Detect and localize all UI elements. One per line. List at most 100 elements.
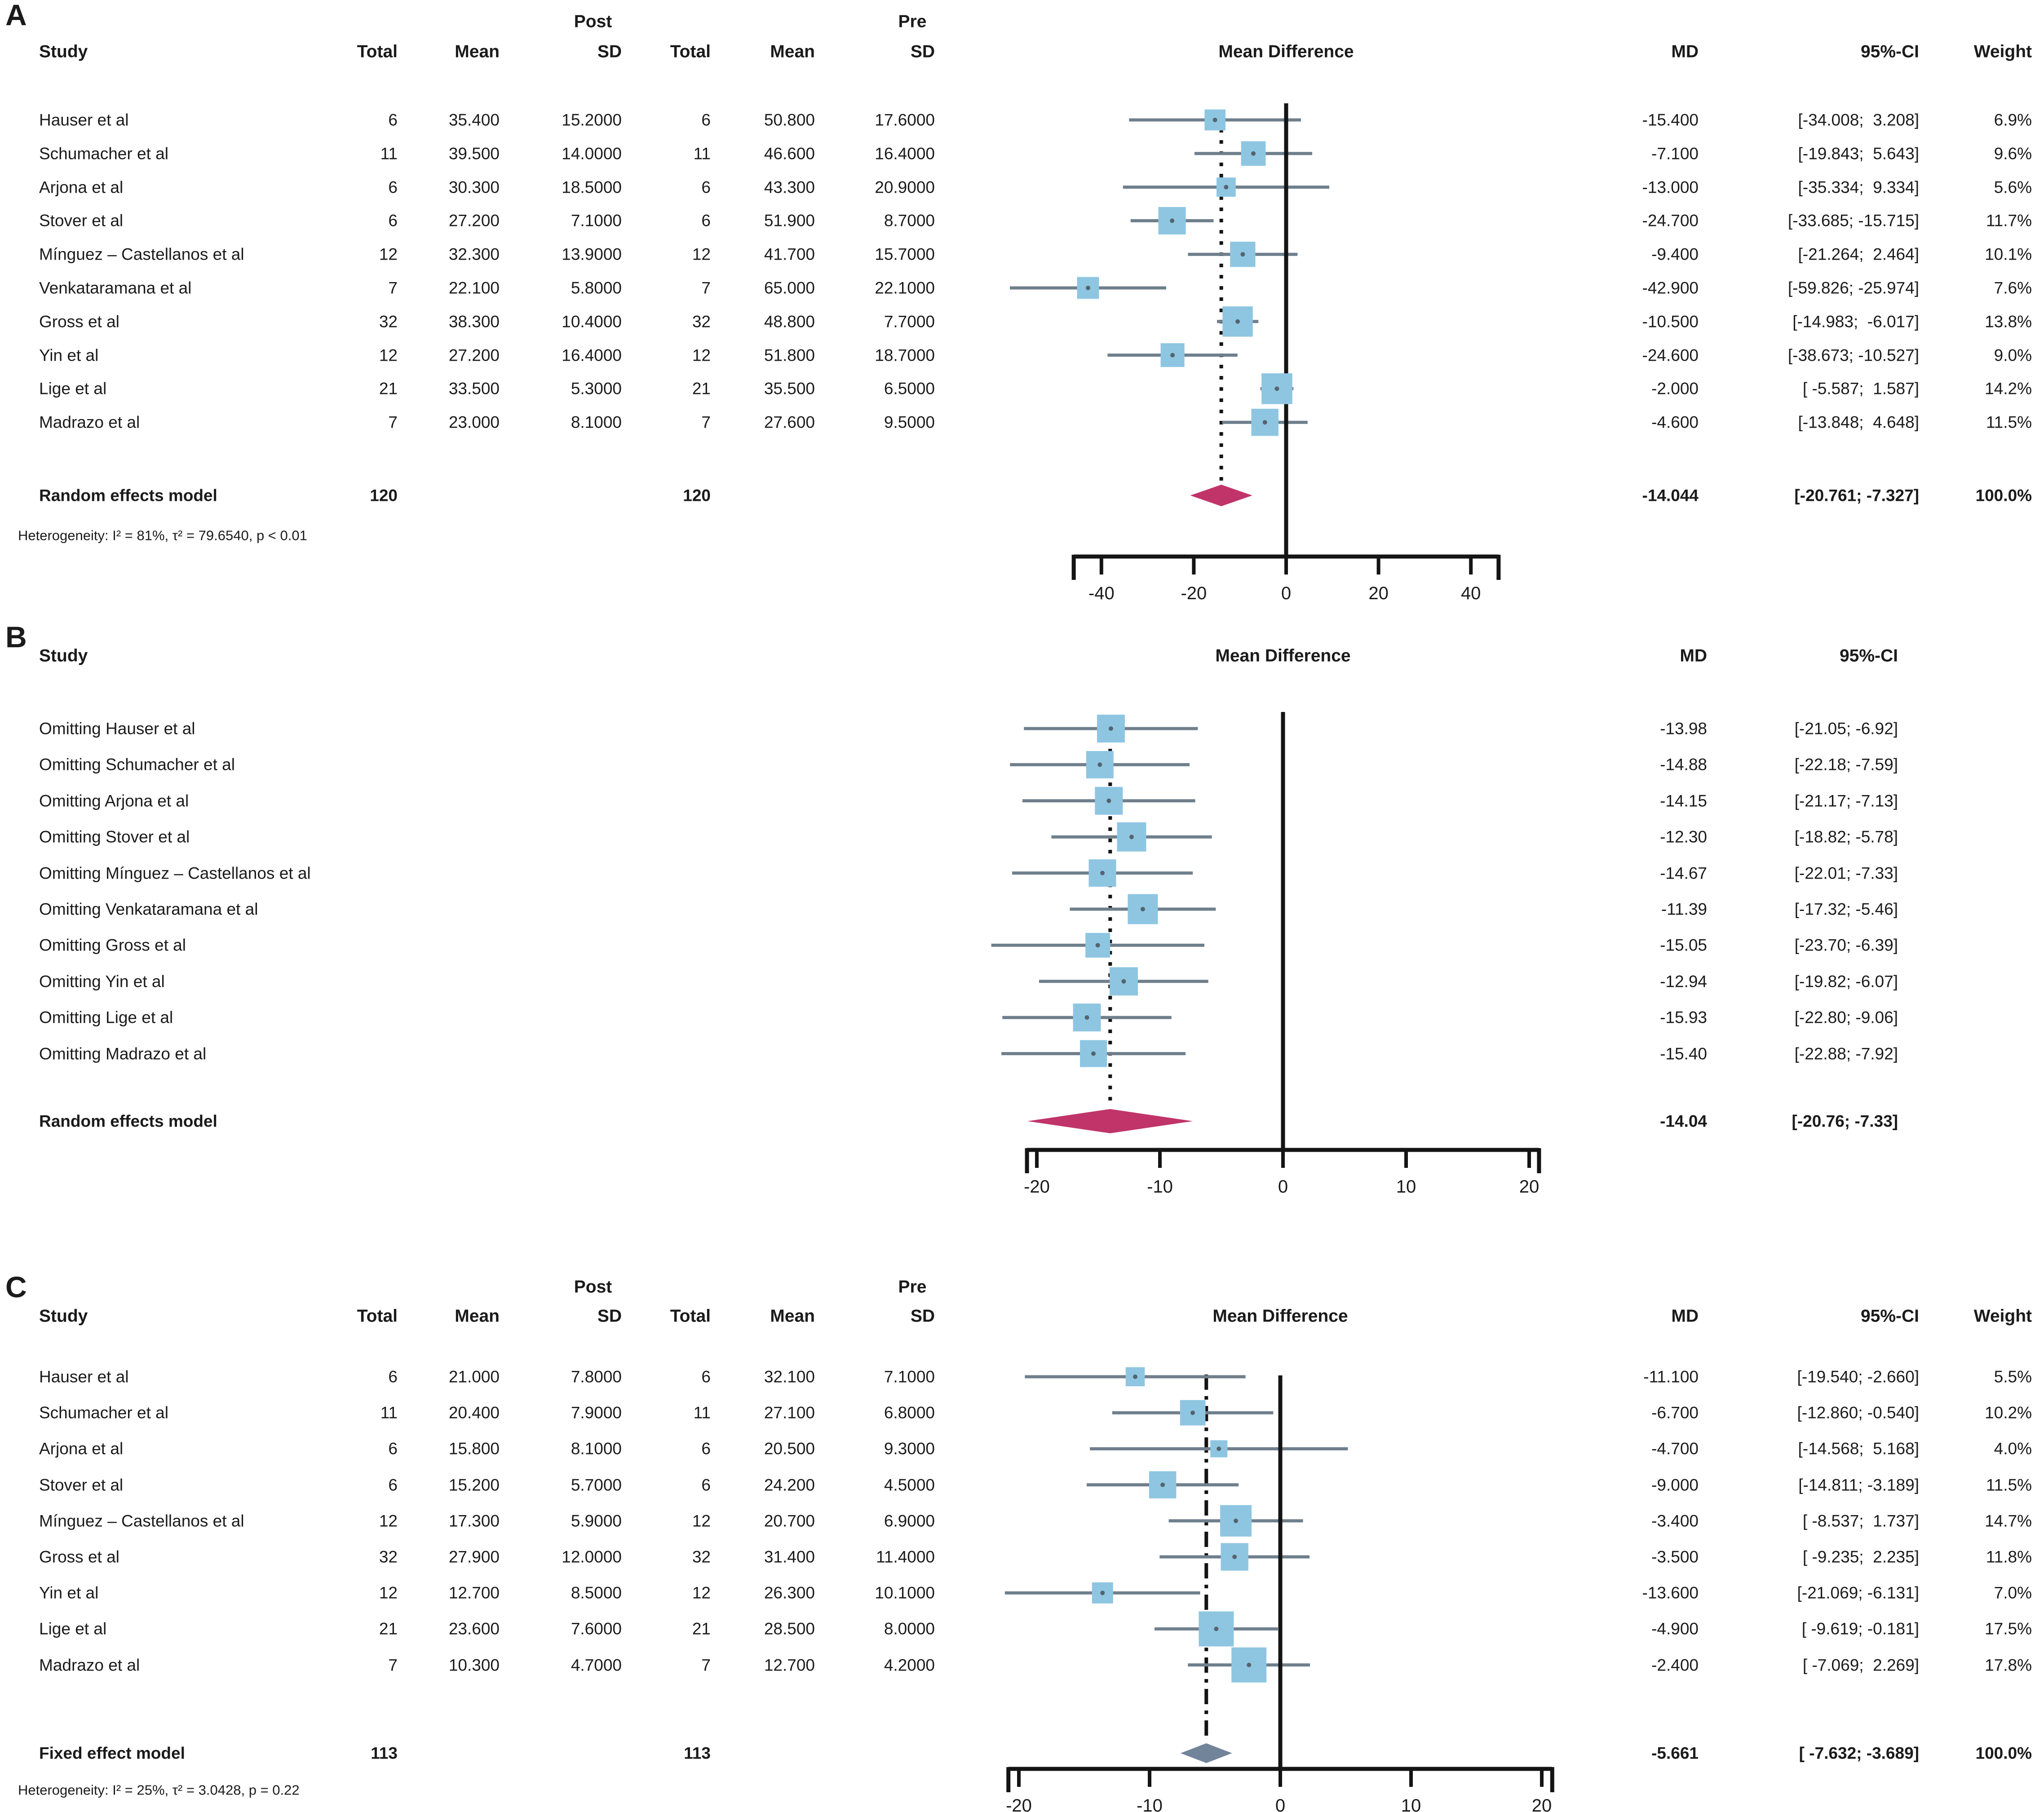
cell-ci: [-14.568; 5.168]	[1798, 1439, 1919, 1458]
cell-total_post: 6	[388, 1476, 398, 1494]
cell-sd_post: 7.6000	[571, 1619, 622, 1638]
cell-ci: [-34.008; 3.208]	[1798, 110, 1919, 129]
x-axis-tick-label: 20	[1368, 583, 1389, 603]
study-label: Madrazo et al	[39, 413, 140, 432]
cell-sd_post: 8.1000	[571, 413, 622, 432]
column-header-study: Study	[39, 1306, 88, 1326]
cell-sd_pre: 7.7000	[884, 312, 935, 331]
cell-weight: 14.2%	[1985, 379, 2032, 398]
cell-weight: 13.8%	[1985, 312, 2032, 331]
cell-md: -15.05	[1660, 936, 1707, 955]
cell-total_post: 12	[379, 346, 398, 365]
cell-total_pre: 6	[701, 1439, 711, 1458]
model-total-post: 113	[371, 1744, 398, 1763]
study-label: Madrazo et al	[39, 1656, 140, 1675]
effect-point	[1240, 252, 1245, 257]
cell-mean_pre: 27.600	[764, 413, 815, 432]
cell-md: -4.600	[1651, 413, 1699, 432]
model-ci: [ -7.632; -3.689]	[1799, 1744, 1919, 1763]
summary-diamond	[1180, 1743, 1232, 1763]
cell-mean_pre: 20.500	[764, 1439, 815, 1458]
cell-mean_post: 17.300	[448, 1511, 500, 1530]
effect-point	[1247, 1662, 1252, 1667]
model-weight: 100.0%	[1975, 1744, 2032, 1763]
column-header-study: Study	[39, 646, 88, 666]
cell-total_post: 6	[388, 211, 398, 230]
effect-point	[1108, 726, 1113, 731]
cell-mean_post: 35.400	[448, 110, 500, 129]
cell-ci: [-21.17; -7.13]	[1794, 791, 1898, 810]
cell-mean_pre: 26.300	[764, 1583, 815, 1602]
cell-mean_post: 30.300	[448, 178, 500, 197]
column-header-mean: Mean	[455, 42, 500, 62]
cell-weight: 5.5%	[1994, 1367, 2032, 1386]
cell-mean_post: 23.600	[448, 1619, 500, 1638]
cell-mean_post: 33.500	[448, 379, 500, 398]
cell-mean_pre: 31.400	[764, 1547, 815, 1566]
study-label: Omitting Yin et al	[39, 972, 165, 991]
model-total-pre: 113	[684, 1744, 711, 1763]
cell-total_pre: 12	[692, 245, 711, 264]
effect-point	[1095, 943, 1100, 948]
cell-weight: 10.2%	[1985, 1403, 2032, 1422]
cell-total_pre: 6	[701, 110, 711, 129]
panel-label: A	[5, 0, 27, 31]
cell-total_pre: 32	[692, 1547, 711, 1566]
column-header-mean: Mean	[770, 42, 815, 62]
cell-mean_pre: 24.200	[764, 1476, 815, 1494]
effect-point	[1212, 118, 1217, 122]
column-header-sd: SD	[910, 1306, 935, 1326]
cell-weight: 17.5%	[1985, 1619, 2032, 1638]
cell-ci: [-14.811; -3.189]	[1798, 1476, 1919, 1494]
cell-sd_post: 12.0000	[562, 1547, 622, 1566]
cell-total_post: 21	[379, 379, 398, 398]
study-label: Yin et al	[39, 346, 99, 365]
study-label: Hauser et al	[39, 1367, 129, 1386]
cell-ci: [-19.540; -2.660]	[1797, 1367, 1919, 1386]
cell-total_post: 7	[388, 278, 398, 297]
cell-mean_pre: 35.500	[764, 379, 815, 398]
cell-ci: [-12.860; -0.540]	[1797, 1403, 1919, 1422]
cell-md: -10.500	[1642, 312, 1699, 331]
cell-sd_pre: 4.2000	[884, 1656, 935, 1675]
cell-weight: 7.0%	[1994, 1583, 2032, 1602]
cell-sd_post: 8.1000	[571, 1439, 622, 1458]
cell-ci: [-21.264; 2.464]	[1798, 245, 1919, 264]
study-label: Lige et al	[39, 1619, 107, 1638]
cell-md: -14.67	[1660, 864, 1707, 883]
study-label: Omitting Mínguez – Castellanos et al	[39, 864, 311, 883]
column-header-sd: SD	[910, 42, 935, 62]
cell-md: -3.500	[1651, 1547, 1699, 1566]
cell-ci: [ -9.619; -0.181]	[1801, 1619, 1919, 1638]
column-header-total: Total	[670, 1306, 711, 1326]
column-header-study: Study	[39, 42, 88, 62]
cell-ci: [-13.848; 4.648]	[1798, 413, 1919, 432]
x-axis-tick-label: 10	[1401, 1796, 1421, 1812]
column-header-ci: 95%-CI	[1860, 42, 1919, 62]
cell-ci: [-35.334; 9.334]	[1798, 178, 1919, 197]
cell-weight: 11.5%	[1986, 1476, 2032, 1494]
cell-sd_pre: 8.0000	[884, 1619, 935, 1638]
cell-ci: [-14.983; -6.017]	[1792, 312, 1919, 331]
panel-label: B	[5, 620, 27, 654]
cell-sd_pre: 16.4000	[875, 144, 935, 163]
cell-sd_post: 13.9000	[562, 245, 622, 264]
cell-ci: [-33.685; -15.715]	[1787, 211, 1919, 230]
x-axis-tick-label: -10	[1137, 1796, 1163, 1812]
cell-ci: [ -7.069; 2.269]	[1802, 1656, 1919, 1675]
cell-mean_post: 15.800	[448, 1439, 500, 1458]
cell-weight: 7.6%	[1994, 278, 2032, 297]
cell-mean_post: 21.000	[448, 1367, 500, 1386]
x-axis-tick-label: 40	[1461, 583, 1481, 603]
cell-sd_post: 5.7000	[571, 1476, 622, 1494]
effect-point	[1234, 1518, 1239, 1523]
study-label: Mínguez – Castellanos et al	[39, 1511, 244, 1530]
effect-point	[1085, 286, 1090, 290]
cell-mean_post: 20.400	[448, 1403, 500, 1422]
study-label: Gross et al	[39, 312, 119, 331]
study-label: Mínguez – Castellanos et al	[39, 245, 244, 264]
forest-plot-B: -20 -10 0 10 20	[991, 712, 1541, 1197]
cell-md: -12.30	[1660, 827, 1707, 846]
cell-sd_post: 16.4000	[562, 346, 622, 365]
study-label: Omitting Venkataramana et al	[39, 900, 258, 919]
